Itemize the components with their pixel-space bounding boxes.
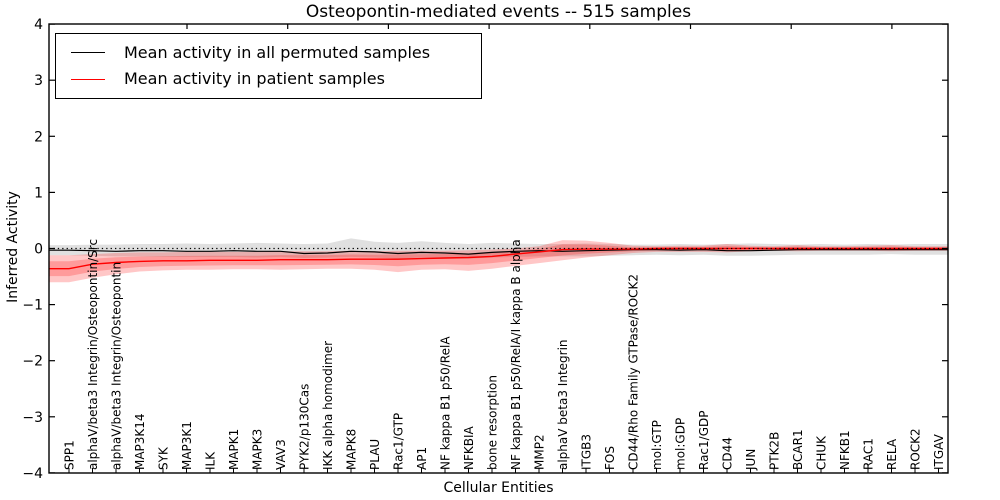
svg-text:FOS: FOS: [603, 446, 617, 470]
svg-text:PTK2B: PTK2B: [768, 432, 782, 470]
legend-entry-patient: Mean activity in patient samples: [71, 71, 481, 87]
svg-text:MAPK1: MAPK1: [227, 429, 241, 470]
svg-text:RELA: RELA: [885, 438, 899, 470]
svg-text:bone resorption: bone resorption: [486, 375, 500, 470]
y-axis-label: Inferred Activity: [5, 191, 21, 303]
svg-text:MAPK8: MAPK8: [345, 429, 359, 470]
svg-text:ITGB3: ITGB3: [580, 434, 594, 470]
svg-text:AP1: AP1: [415, 447, 429, 470]
legend-label-patient: Mean activity in patient samples: [124, 69, 385, 89]
svg-text:ITGAV: ITGAV: [932, 433, 946, 470]
legend-entry-permuted: Mean activity in all permuted samples: [71, 42, 481, 62]
svg-text:NF kappa B1 p50/RelA/I kappa B: NF kappa B1 p50/RelA/I kappa B alpha: [509, 239, 523, 470]
svg-text:SPP1: SPP1: [63, 440, 77, 470]
svg-text:PLAU: PLAU: [368, 439, 382, 470]
svg-text:mol:GDP: mol:GDP: [674, 418, 688, 470]
svg-text:CD44/Rho Family GTPase/ROCK2: CD44/Rho Family GTPase/ROCK2: [627, 274, 641, 470]
svg-text:PYK2/p130Cas: PYK2/p130Cas: [298, 384, 312, 470]
svg-text:CHUK: CHUK: [815, 435, 829, 470]
svg-text:BCAR1: BCAR1: [791, 429, 805, 470]
svg-text:alphaV beta3 Integrin: alphaV beta3 Integrin: [556, 339, 570, 470]
svg-text:ROCK2: ROCK2: [909, 428, 923, 470]
svg-text:NF kappa B1 p50/RelA: NF kappa B1 p50/RelA: [439, 336, 453, 470]
svg-text:NFKB1: NFKB1: [838, 430, 852, 470]
svg-text:IKK alpha homodimer: IKK alpha homodimer: [321, 341, 335, 470]
svg-text:1: 1: [34, 185, 43, 201]
svg-text:MAPK3: MAPK3: [251, 429, 265, 470]
svg-text:alphaV/beta3 Integrin/Osteopon: alphaV/beta3 Integrin/Osteopontin: [110, 262, 124, 470]
svg-text:MAP3K14: MAP3K14: [133, 413, 147, 470]
svg-text:mol:GTP: mol:GTP: [650, 420, 664, 470]
svg-text:CD44: CD44: [721, 437, 735, 470]
chart-title: Osteopontin-mediated events -- 515 sampl…: [305, 2, 692, 22]
svg-text:3: 3: [34, 73, 43, 89]
svg-text:JUN: JUN: [744, 449, 758, 471]
black-line-icon: [71, 52, 105, 54]
svg-text:−3: −3: [22, 410, 43, 426]
svg-text:VAV3: VAV3: [274, 439, 288, 470]
svg-text:SYK: SYK: [157, 446, 171, 470]
svg-text:NFKBIA: NFKBIA: [462, 425, 476, 470]
svg-text:2: 2: [34, 129, 43, 145]
svg-text:Rac1/GTP: Rac1/GTP: [392, 413, 406, 470]
svg-text:4: 4: [34, 17, 43, 33]
svg-text:−2: −2: [22, 354, 43, 370]
legend: Mean activity in all permuted samples Me…: [55, 33, 482, 99]
svg-text:0: 0: [34, 242, 43, 258]
legend-label-permuted: Mean activity in all permuted samples: [124, 42, 431, 62]
svg-text:MMP2: MMP2: [533, 434, 547, 470]
svg-text:alphaV/beta3 Integrin/Osteopon: alphaV/beta3 Integrin/Osteopontin/Src: [86, 239, 100, 470]
svg-text:−1: −1: [22, 298, 43, 314]
svg-text:MAP3K1: MAP3K1: [180, 421, 194, 470]
svg-text:RAC1: RAC1: [862, 438, 876, 470]
x-axis-label: Cellular Entities: [443, 480, 554, 496]
svg-text:Rac1/GDP: Rac1/GDP: [697, 411, 711, 470]
svg-text:ILK: ILK: [204, 451, 218, 470]
svg-text:−4: −4: [22, 466, 43, 482]
red-line-icon: [71, 78, 105, 80]
